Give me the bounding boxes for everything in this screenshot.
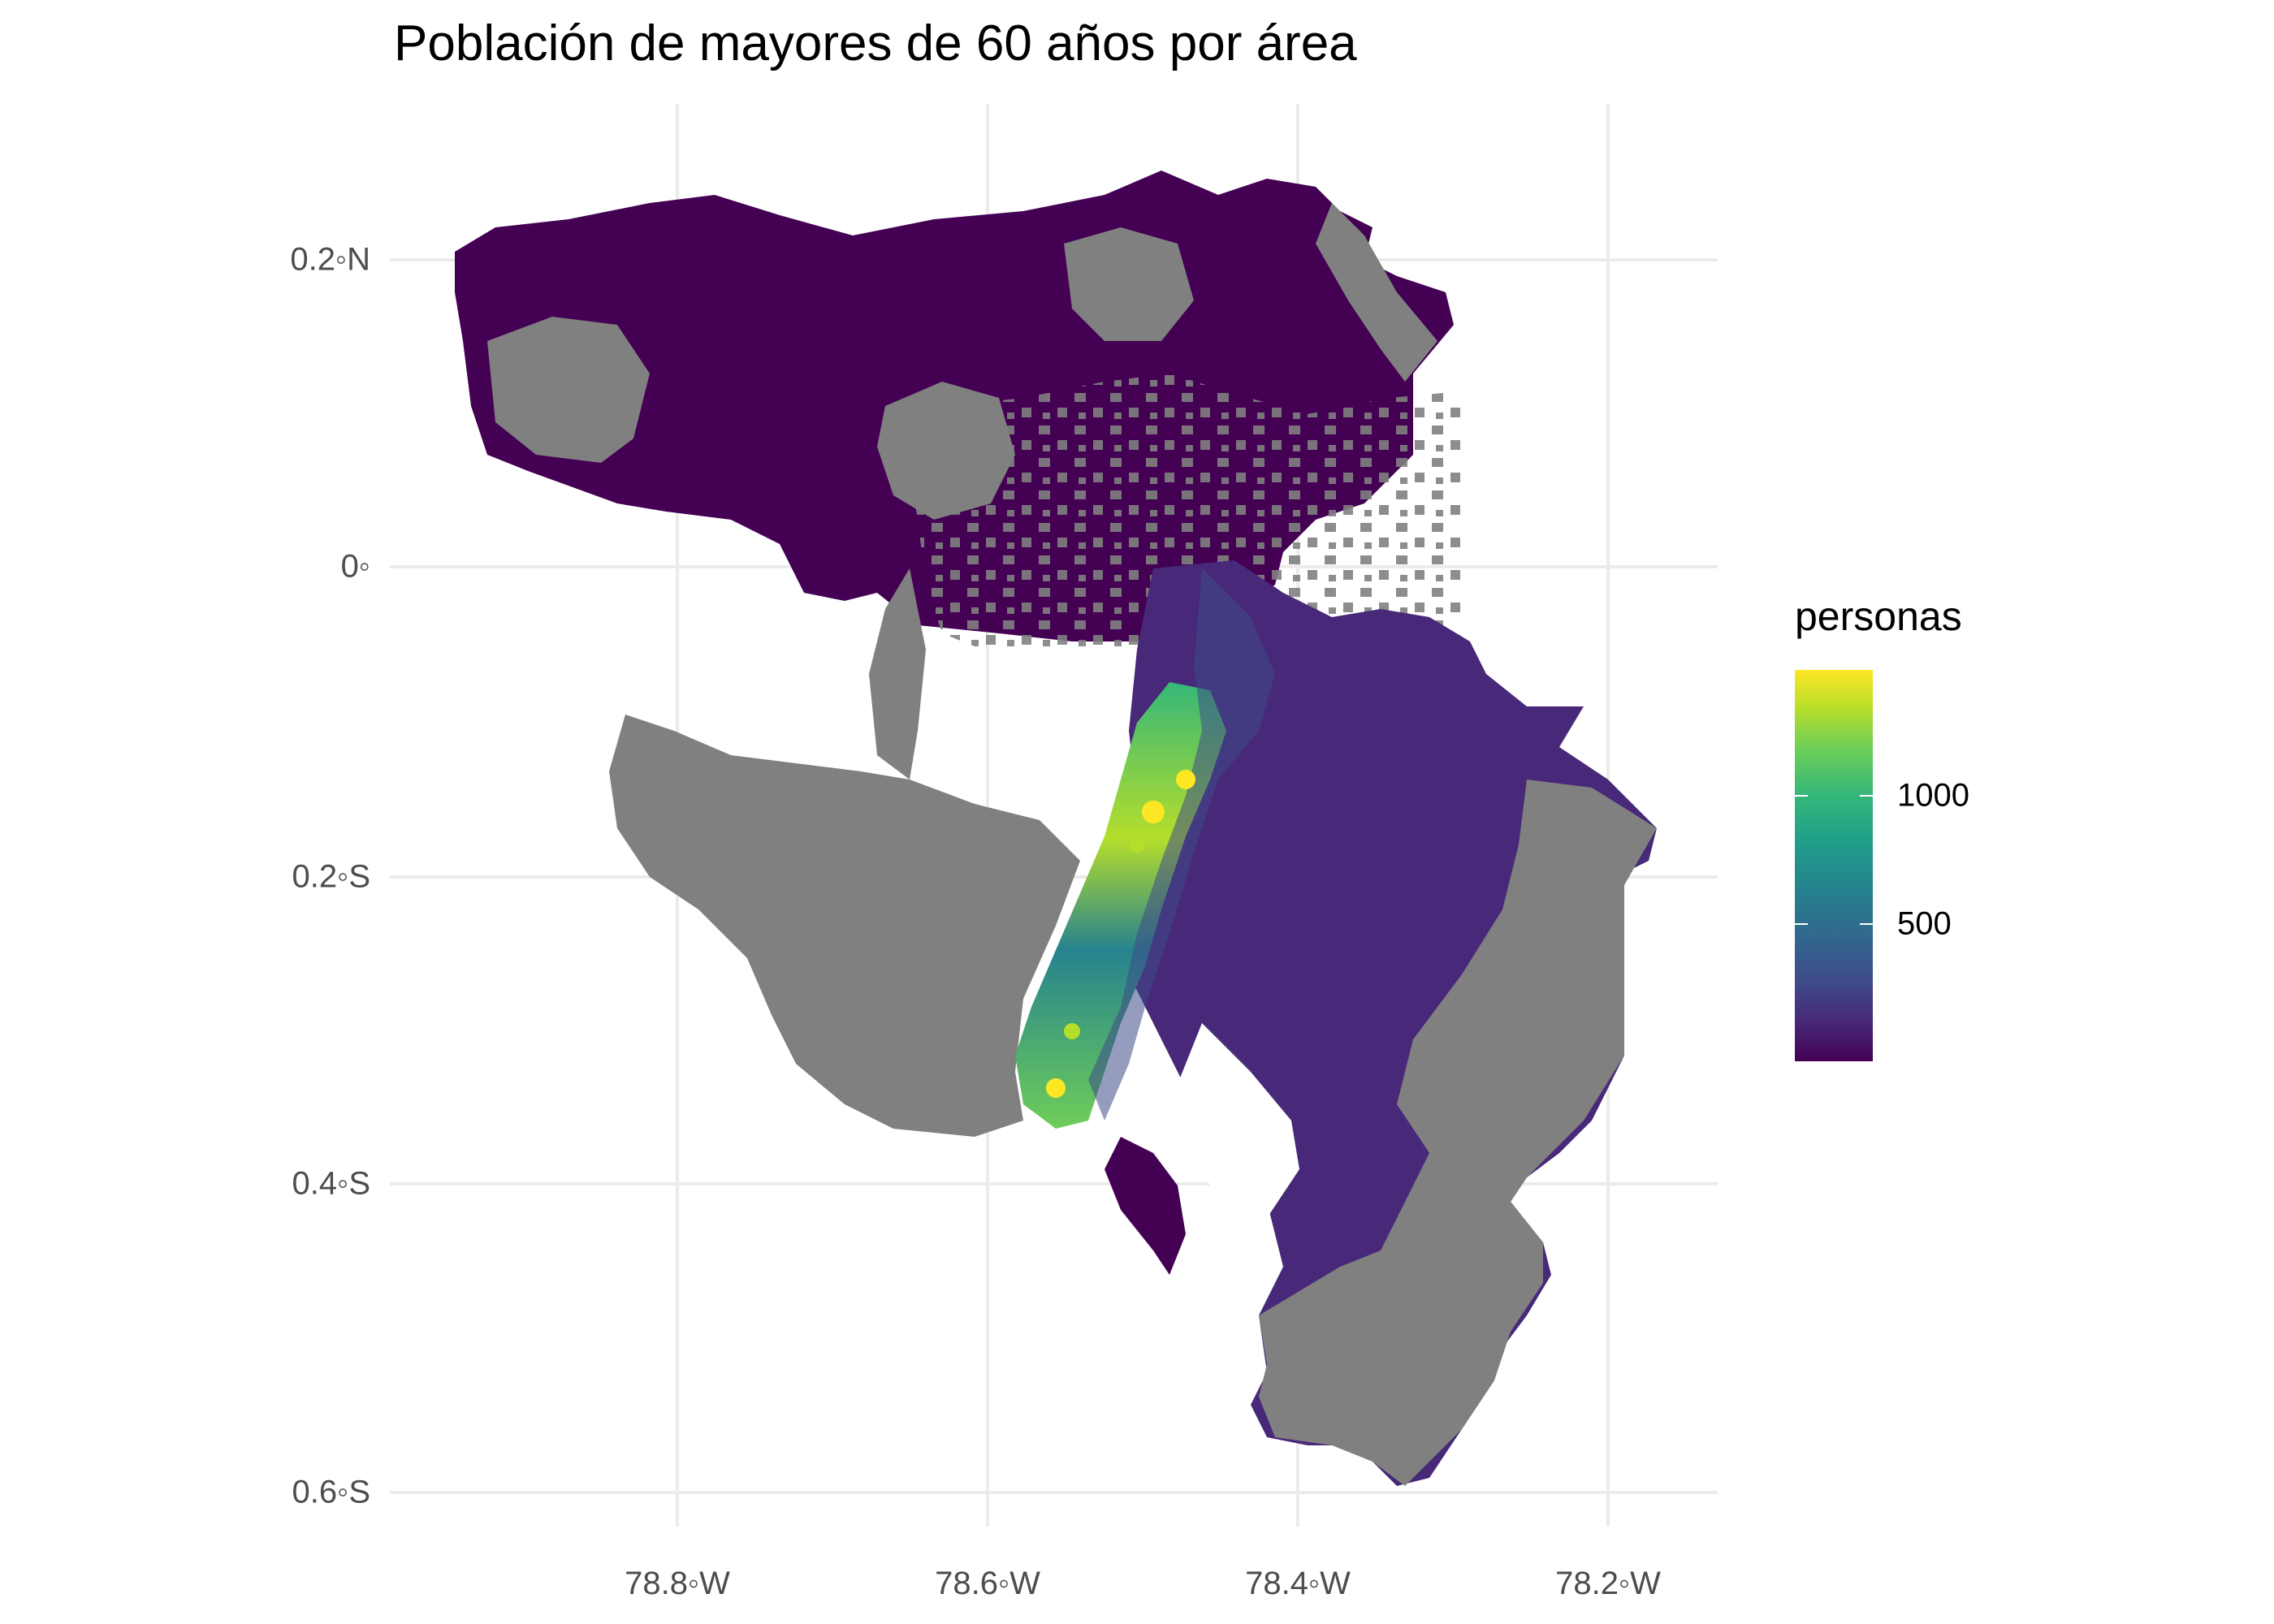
urban-peak-4 xyxy=(1064,1023,1080,1039)
urban-peak-5 xyxy=(1046,1078,1066,1098)
region-southwest xyxy=(609,715,1080,1137)
urban-peak-2 xyxy=(1142,801,1165,823)
urban-halo xyxy=(1088,568,1275,1121)
urban-corridor xyxy=(1015,682,1226,1129)
y-tick-label-0.2N: 0.2◦N xyxy=(290,241,370,278)
map-title: Población de mayores de 60 años por área xyxy=(394,15,1357,71)
region-north-gray-west xyxy=(487,317,650,463)
region-north-gray-northeast xyxy=(1316,203,1437,382)
region-south-tip xyxy=(1105,1137,1186,1275)
y-tick-label-0.6S: 0.6◦S xyxy=(292,1474,370,1510)
urban-peak-3 xyxy=(1129,836,1145,853)
legend-title: personas xyxy=(1795,594,1962,639)
x-tick-label-78.2W: 78.2◦W xyxy=(1555,1566,1661,1601)
legend-tick-right-500 xyxy=(1860,923,1873,925)
legend-tick-left-1000 xyxy=(1795,795,1808,797)
urban-peak-1 xyxy=(1176,770,1195,789)
region-north-gray-east xyxy=(1064,227,1194,341)
legend-label-500: 500 xyxy=(1897,905,1952,942)
y-tick-label-0.4S: 0.4◦S xyxy=(292,1165,370,1202)
region-north-gray-middle xyxy=(869,568,926,780)
x-tick-label-78.4W: 78.4◦W xyxy=(1245,1566,1351,1601)
legend-label-1000: 1000 xyxy=(1897,777,1969,814)
x-tick-label-78.6W: 78.6◦W xyxy=(935,1566,1040,1601)
legend-tick-left-500 xyxy=(1795,923,1808,925)
legend-tick-right-1000 xyxy=(1860,795,1873,797)
y-tick-label-0: 0◦ xyxy=(340,548,370,585)
x-tick-label-78.8W: 78.8◦W xyxy=(625,1566,730,1601)
y-tick-label-0.2S: 0.2◦S xyxy=(292,858,370,895)
region-east-gap xyxy=(1169,1023,1299,1283)
region-east-gray xyxy=(1259,780,1657,1486)
legend-colorbar xyxy=(1795,670,1873,1061)
